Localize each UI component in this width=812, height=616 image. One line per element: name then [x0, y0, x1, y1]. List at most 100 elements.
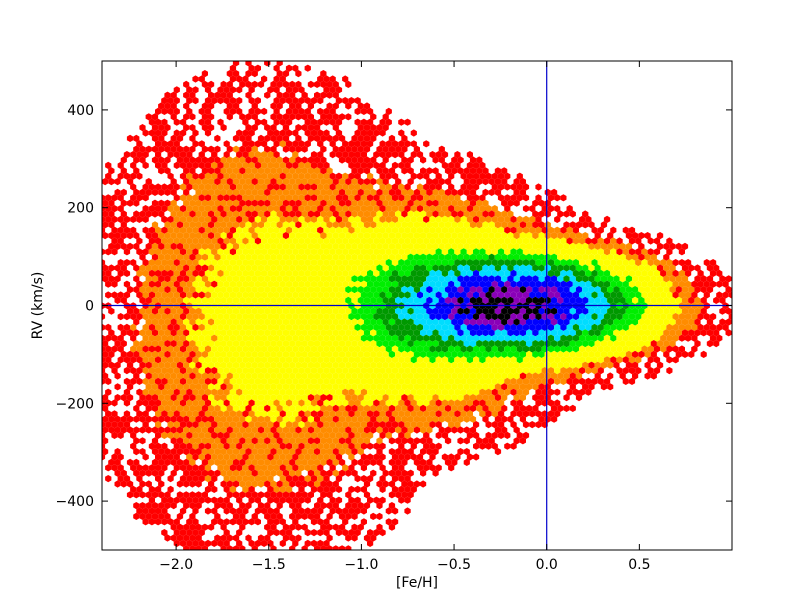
hexbin: [345, 448, 352, 456]
hexbin: [485, 259, 492, 267]
hexbin: [273, 453, 280, 461]
hexbin: [198, 421, 205, 429]
hexbin: [479, 280, 486, 288]
hexbin: [454, 161, 461, 169]
hexbin: [666, 280, 673, 288]
hexbin: [681, 242, 689, 250]
hexbin: [594, 296, 601, 304]
hexbin: [345, 286, 352, 294]
hexbin: [388, 307, 396, 315]
hexbin: [155, 464, 162, 472]
hexbin: [201, 340, 208, 348]
hexbin: [488, 372, 495, 380]
hexbin: [335, 421, 343, 429]
hexbin: [304, 215, 311, 223]
hexbin: [173, 151, 180, 159]
hexbin: [582, 210, 589, 218]
hexbin: [370, 296, 377, 304]
hexbin: [155, 259, 162, 267]
hexbin: [526, 307, 533, 315]
hexbin: [201, 394, 208, 402]
hexbin: [635, 367, 642, 375]
hexbin: [398, 453, 405, 461]
hexbin: [628, 323, 636, 331]
hexbin: [513, 372, 520, 380]
hexbin: [223, 377, 230, 385]
hexbin: [201, 156, 208, 164]
hexbin: [285, 205, 293, 213]
hexbin: [189, 145, 196, 153]
hexbin: [257, 469, 265, 477]
hexbin: [142, 377, 149, 385]
hexbin: [463, 275, 470, 283]
hexbin: [532, 394, 539, 402]
hexbin: [204, 194, 212, 202]
hexbin: [560, 248, 567, 256]
hexbin: [211, 367, 218, 375]
hexbin: [388, 404, 396, 412]
hexbin: [575, 361, 583, 369]
hexbin: [301, 91, 308, 99]
hexbin: [164, 448, 171, 456]
hexbin: [236, 194, 243, 202]
hexbin: [242, 226, 249, 234]
hexbin: [563, 275, 570, 283]
hexbin: [304, 205, 311, 213]
hexbin: [289, 426, 296, 434]
hexbin: [329, 421, 336, 429]
hexbin: [363, 404, 371, 412]
hexbin: [460, 269, 467, 277]
hexbin: [348, 367, 355, 375]
hexbin: [320, 286, 327, 294]
hexbin: [367, 313, 374, 321]
hexbin: [473, 323, 480, 331]
hexbin: [473, 248, 480, 256]
hexbin: [385, 345, 392, 353]
hexbin: [179, 151, 187, 159]
hexbin: [348, 388, 355, 396]
hexbin: [435, 421, 442, 429]
hexbin: [245, 296, 252, 304]
hexbin: [516, 367, 523, 375]
hexbin: [198, 442, 205, 450]
hexbin: [198, 205, 205, 213]
hexbin: [513, 221, 520, 229]
hexbin: [382, 178, 389, 186]
hexbin: [416, 356, 424, 364]
hexbin: [426, 232, 433, 240]
hexbin: [270, 383, 277, 391]
hexbin: [270, 448, 277, 456]
hexbin: [501, 199, 508, 207]
hexbin: [451, 232, 458, 240]
hexbin: [223, 269, 230, 277]
hexbin: [304, 140, 311, 148]
hexbin: [653, 259, 661, 267]
hexbin: [416, 410, 424, 418]
hexbin: [130, 323, 137, 331]
hexbin: [120, 221, 127, 229]
hexbin: [563, 253, 570, 261]
hexbin: [554, 377, 561, 385]
hexbin: [435, 323, 442, 331]
hexbin: [217, 226, 224, 234]
hexbin: [251, 415, 258, 423]
hexbin: [264, 242, 271, 250]
hexbin: [363, 296, 371, 304]
hexbin: [232, 307, 240, 315]
hexbin: [460, 345, 467, 353]
hexbin: [264, 199, 271, 207]
hexbin: [220, 232, 227, 240]
hexbin: [214, 318, 221, 326]
hexbin: [497, 421, 505, 429]
hexbin: [186, 345, 193, 353]
hexbin: [497, 313, 505, 321]
hexbin: [382, 296, 389, 304]
hexbin: [261, 194, 268, 202]
hexbin: [354, 205, 361, 213]
hexbin: [457, 242, 464, 250]
hexbin: [117, 161, 124, 169]
hexbin: [585, 215, 592, 223]
hexbin: [675, 296, 682, 304]
hexbin: [307, 253, 314, 261]
hexbin: [510, 399, 517, 407]
